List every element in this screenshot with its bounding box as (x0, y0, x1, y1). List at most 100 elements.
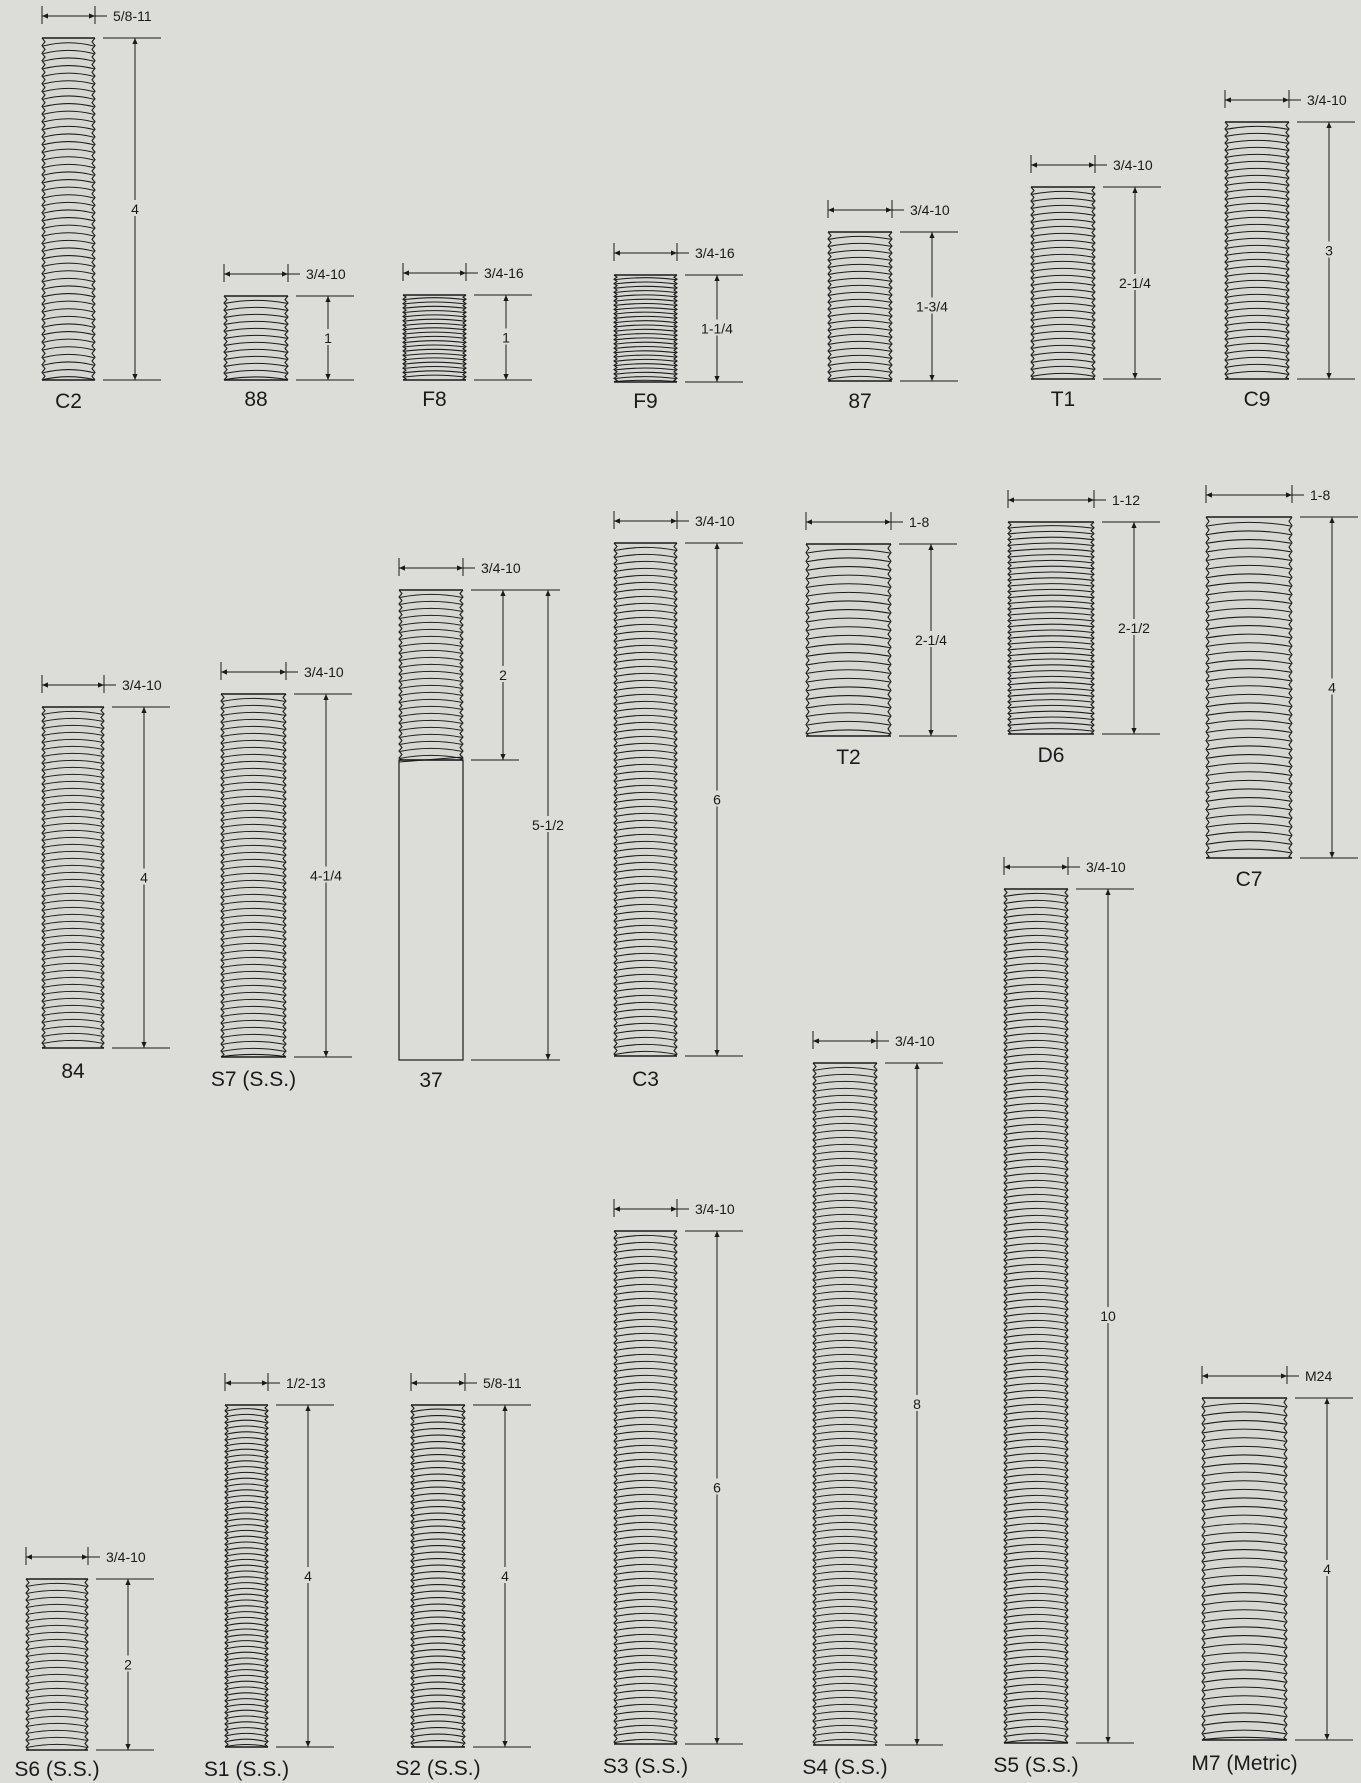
thread-lines (43, 710, 103, 1044)
thread-size-dimension: 3/4-10 (1003, 857, 1126, 875)
length-label: 4 (1323, 1561, 1331, 1577)
thread-lines (1207, 521, 1291, 854)
part-s3-s-s: 3/4-10 6 S3 (S.S.) (603, 1199, 743, 1778)
length-label: 2-1/4 (915, 632, 947, 648)
length-label: 1 (324, 330, 332, 346)
part-label: S7 (S.S.) (211, 1068, 296, 1091)
thread-size-label: M24 (1305, 1368, 1332, 1384)
part-37: 3/4-10 5-1/2 2 37 (398, 558, 571, 1092)
thread-size-dimension: 1/2-13 (224, 1373, 326, 1391)
nipple-body (1003, 888, 1069, 1744)
thread-size-dimension: 3/4-10 (827, 200, 950, 218)
thread-size-label: 1-8 (1310, 487, 1330, 503)
thread-lines (829, 235, 891, 380)
thread-size-dimension: 3/4-10 (25, 1547, 146, 1565)
thread-size-label: 3/4-10 (895, 1033, 935, 1049)
thread-size-dimension: 3/4-16 (613, 243, 735, 261)
length-dimension: 1-3/4 (900, 231, 958, 382)
thread-size-label: 3/4-10 (695, 1201, 735, 1217)
part-label: C7 (1236, 868, 1263, 891)
part-s6-s-s: 3/4-10 2 S6 (S.S.) (14, 1547, 154, 1781)
length-label: 1-3/4 (916, 299, 948, 315)
nipple-body (1205, 516, 1293, 859)
thread-lines (225, 299, 287, 381)
thread-size-label: 1-8 (909, 514, 929, 530)
part-s1-s-s: 1/2-13 4 S1 (S.S.) (204, 1373, 334, 1781)
length-dimension: 4 (112, 706, 170, 1049)
part-label: S1 (S.S.) (204, 1758, 289, 1781)
thread-lines (412, 1408, 464, 1744)
part-label: S2 (S.S.) (395, 1757, 480, 1780)
length-dimension: 5-1/2 (471, 589, 571, 1061)
thread-size-label: 3/4-10 (1086, 859, 1126, 875)
thread-size-label: 3/4-10 (1113, 157, 1153, 173)
length-label: 10 (1100, 1308, 1116, 1324)
thread-size-dimension: M24 (1201, 1366, 1332, 1384)
nipple-body (1201, 1397, 1288, 1741)
part-label: M7 (Metric) (1191, 1752, 1297, 1775)
thread-length-dimension: 2 (471, 590, 519, 761)
part-label: S3 (S.S.) (603, 1755, 688, 1778)
thread-size-label: 5/8-11 (113, 8, 152, 24)
thread-size-label: 3/4-10 (1307, 92, 1347, 108)
thread-lines (807, 548, 890, 735)
length-dimension: 4 (1295, 1397, 1353, 1741)
length-dimension: 1 (296, 295, 354, 381)
nipple-body (41, 706, 105, 1049)
part-label: S6 (S.S.) (14, 1758, 99, 1781)
length-dimension: 2 (96, 1578, 154, 1751)
part-t1: 3/4-10 2-1/4 T1 (1030, 155, 1161, 411)
thread-size-dimension: 3/4-10 (1224, 90, 1347, 108)
nipple-body (805, 543, 892, 737)
length-label: 2-1/2 (1118, 620, 1150, 636)
thread-lines (615, 1234, 676, 1743)
part-label: C9 (1244, 388, 1271, 411)
part-label: 88 (244, 388, 267, 411)
length-dimension: 4-1/4 (294, 693, 352, 1058)
thread-size-label: 3/4-16 (484, 265, 524, 281)
thread-lines (222, 697, 285, 1058)
nipple-body (613, 274, 678, 383)
length-dimension: 6 (685, 542, 743, 1057)
part-c9: 3/4-10 3 C9 (1224, 90, 1355, 411)
part-label: S5 (S.S.) (993, 1754, 1078, 1777)
nipple-body (613, 542, 678, 1057)
part-87: 3/4-10 1-3/4 87 (827, 200, 958, 413)
part-label: 87 (848, 390, 871, 413)
thread-lines (226, 1408, 267, 1748)
part-88: 3/4-10 1 88 (223, 264, 354, 411)
thread-lines (615, 546, 676, 1055)
thread-size-dimension: 3/4-16 (402, 263, 524, 281)
thread-size-dimension: 3/4-10 (398, 558, 521, 576)
thread-size-dimension: 3/4-10 (41, 675, 162, 693)
thread-size-label: 3/4-10 (106, 1549, 146, 1565)
length-label: 6 (713, 792, 721, 808)
thread-lines (1032, 190, 1094, 377)
length-label: 4-1/4 (310, 868, 342, 884)
thread-lines (615, 277, 676, 383)
part-label: 84 (61, 1060, 85, 1083)
thread-size-dimension: 1-8 (805, 512, 929, 530)
thread-size-label: 3/4-16 (695, 245, 735, 261)
thread-size-label: 5/8-11 (483, 1375, 522, 1391)
length-dimension: 4 (276, 1404, 334, 1748)
part-label: 37 (419, 1069, 442, 1092)
part-s4-s-s: 3/4-10 8 S4 (S.S.) (802, 1031, 943, 1779)
part-f8: 3/4-16 1 F8 (402, 263, 532, 411)
length-dimension: 2-1/4 (899, 543, 957, 737)
thread-lines (43, 42, 94, 381)
length-dimension: 1-1/4 (685, 274, 743, 383)
thread-size-dimension: 3/4-10 (613, 1199, 735, 1217)
length-label: 2-1/4 (1119, 275, 1151, 291)
part-84: 3/4-10 4 84 (41, 675, 170, 1083)
length-dimension: 3 (1297, 121, 1355, 380)
part-c3: 3/4-10 6 C3 (613, 511, 743, 1091)
part-label: S4 (S.S.) (802, 1756, 887, 1779)
part-c2: 5/8-11 4 C2 (41, 6, 161, 413)
length-label: 1-1/4 (701, 321, 733, 337)
nipple-body (1224, 121, 1290, 380)
part-s2-s-s: 5/8-11 4 S2 (S.S.) (395, 1373, 531, 1780)
thread-size-label: 1-12 (1112, 492, 1140, 508)
thread-size-label: 3/4-10 (481, 560, 521, 576)
thread-lines (27, 1582, 87, 1748)
